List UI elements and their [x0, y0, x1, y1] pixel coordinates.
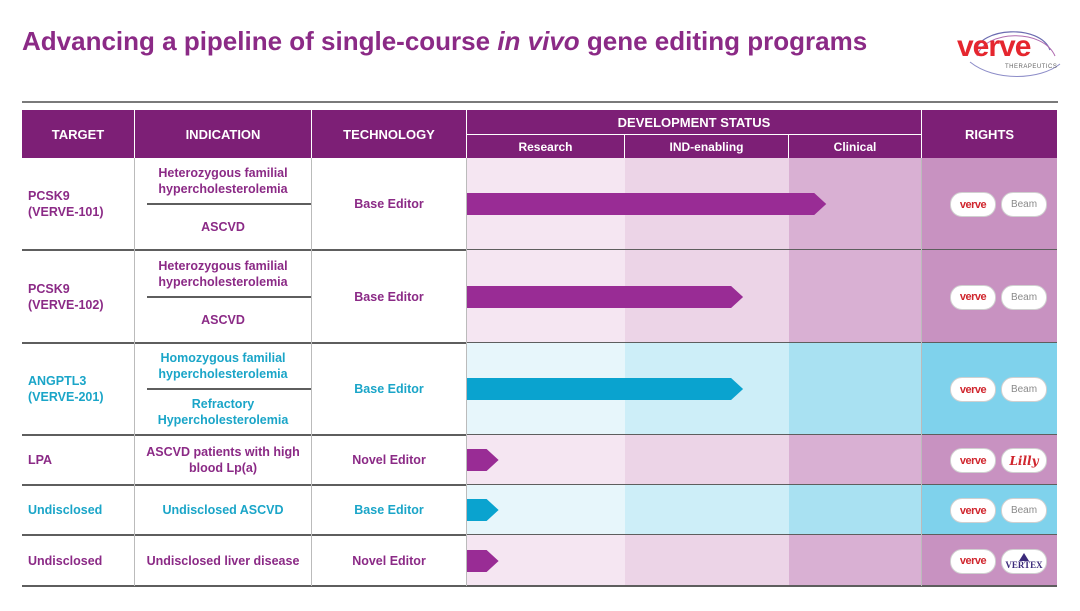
progress-arrow: [467, 549, 499, 572]
technology-cell: Novel Editor: [352, 553, 426, 568]
target-program: (VERVE-102): [28, 297, 104, 312]
title-part2: gene editing programs: [579, 26, 868, 56]
header-development-status: DEVELOPMENT STATUS: [467, 110, 921, 134]
progress-arrow: [467, 378, 744, 400]
verve-badge: verve: [950, 448, 996, 473]
header-technology: TECHNOLOGY: [312, 110, 466, 158]
pipeline-table: TARGET INDICATION TECHNOLOGY DEVELOPMENT…: [22, 110, 1057, 587]
progress-arrow-shape: [467, 285, 744, 308]
clinical-band: [789, 435, 922, 485]
target-name: PCSK9: [28, 189, 70, 203]
target-cell: Undisclosed: [28, 485, 134, 535]
indication-secondary: ASCVD: [201, 313, 245, 327]
clinical-band: [789, 343, 922, 435]
vertex-badge: VERTEX: [1001, 548, 1047, 574]
progress-arrow-shape: [467, 193, 827, 215]
technology-cell: Novel Editor: [352, 453, 426, 467]
target-cell: Undisclosed: [28, 535, 134, 586]
indication-primary: Heterozygous familial hypercholesterolem…: [158, 258, 288, 289]
clinical-band: [789, 250, 922, 343]
ind-enabling-band: [625, 485, 789, 535]
header-rights: RIGHTS: [922, 110, 1057, 158]
progress-arrow: [467, 193, 827, 215]
target-program: (VERVE-201): [28, 390, 104, 404]
badge-label: VERTEX: [1005, 559, 1043, 570]
title-italic: in vivo: [497, 26, 580, 56]
verve-badge: verve: [950, 377, 996, 402]
beam-badge: Beam: [1001, 192, 1047, 217]
progress-arrow-shape: [467, 549, 499, 572]
header-indication: INDICATION: [135, 110, 311, 158]
title-part1: Advancing a pipeline of single-course: [22, 26, 498, 56]
progress-arrow: [467, 499, 499, 521]
beam-badge: Beam: [1001, 284, 1047, 310]
title-divider: [22, 101, 1058, 103]
header-clinical: Clinical: [789, 135, 921, 158]
progress-arrow-shape: [467, 499, 499, 521]
indication-primary: Undisclosed liver disease: [146, 553, 300, 568]
target-program: (VERVE-101): [28, 205, 104, 219]
header-research: Research: [467, 135, 624, 158]
column-divider: [466, 158, 467, 586]
clinical-band: [789, 535, 922, 586]
indication-primary: Heterozygous familial hypercholesterolem…: [158, 166, 288, 196]
technology-cell: Base Editor: [354, 289, 424, 304]
progress-arrow-shape: [467, 378, 744, 400]
column-divider: [134, 158, 135, 586]
lilly-badge: Lilly: [1001, 448, 1047, 473]
indication-primary: Undisclosed ASCVD: [162, 503, 284, 517]
technology-cell: Base Editor: [354, 197, 424, 211]
indication-secondary: Refractory Hypercholesterolemia: [157, 397, 289, 427]
target-name: LPA: [28, 453, 53, 467]
target-cell: PCSK9 (VERVE-101): [28, 158, 134, 250]
column-divider: [311, 158, 312, 586]
row-divider: [22, 585, 1057, 587]
progress-arrow: [467, 449, 499, 471]
ind-enabling-band: [625, 435, 789, 485]
indication-divider: [147, 296, 311, 298]
beam-badge: Beam: [1001, 498, 1047, 523]
verve-logo: verve THERAPEUTICS: [955, 22, 1065, 84]
target-name: Undisclosed: [28, 553, 103, 568]
beam-badge: Beam: [1001, 377, 1047, 402]
indication-primary: ASCVD patients with high blood Lp(a): [146, 445, 300, 475]
indication-primary: Homozygous familial hypercholesterolemia: [158, 351, 288, 381]
header-target: TARGET: [22, 110, 134, 158]
logo-swirl-icon: [969, 31, 1061, 77]
target-cell: PCSK9 (VERVE-102): [28, 250, 134, 343]
verve-badge: verve: [950, 498, 996, 523]
indication-secondary: ASCVD: [201, 220, 245, 234]
column-divider: [921, 158, 922, 586]
progress-arrow: [467, 285, 744, 308]
verve-badge: verve: [950, 284, 996, 310]
indication-divider: [147, 388, 311, 390]
header-ind-enabling: IND-enabling: [625, 135, 788, 158]
slide-title: Advancing a pipeline of single-course in…: [22, 24, 922, 58]
target-name: ANGPTL3: [28, 374, 87, 388]
ind-enabling-band: [625, 535, 789, 586]
verve-badge: verve: [950, 192, 996, 217]
logo-subtitle: THERAPEUTICS: [1005, 64, 1058, 70]
clinical-band: [789, 485, 922, 535]
target-name: PCSK9: [28, 281, 70, 296]
vertex-triangle-icon: [1019, 552, 1029, 561]
logo-word: verve: [957, 30, 1031, 63]
target-cell: ANGPTL3 (VERVE-201): [28, 343, 134, 435]
target-name: Undisclosed: [28, 503, 103, 517]
progress-arrow-shape: [467, 449, 499, 471]
target-cell: LPA: [28, 435, 134, 485]
indication-divider: [147, 203, 311, 205]
technology-cell: Base Editor: [354, 382, 424, 396]
technology-cell: Base Editor: [354, 503, 424, 517]
verve-badge: verve: [950, 548, 996, 574]
